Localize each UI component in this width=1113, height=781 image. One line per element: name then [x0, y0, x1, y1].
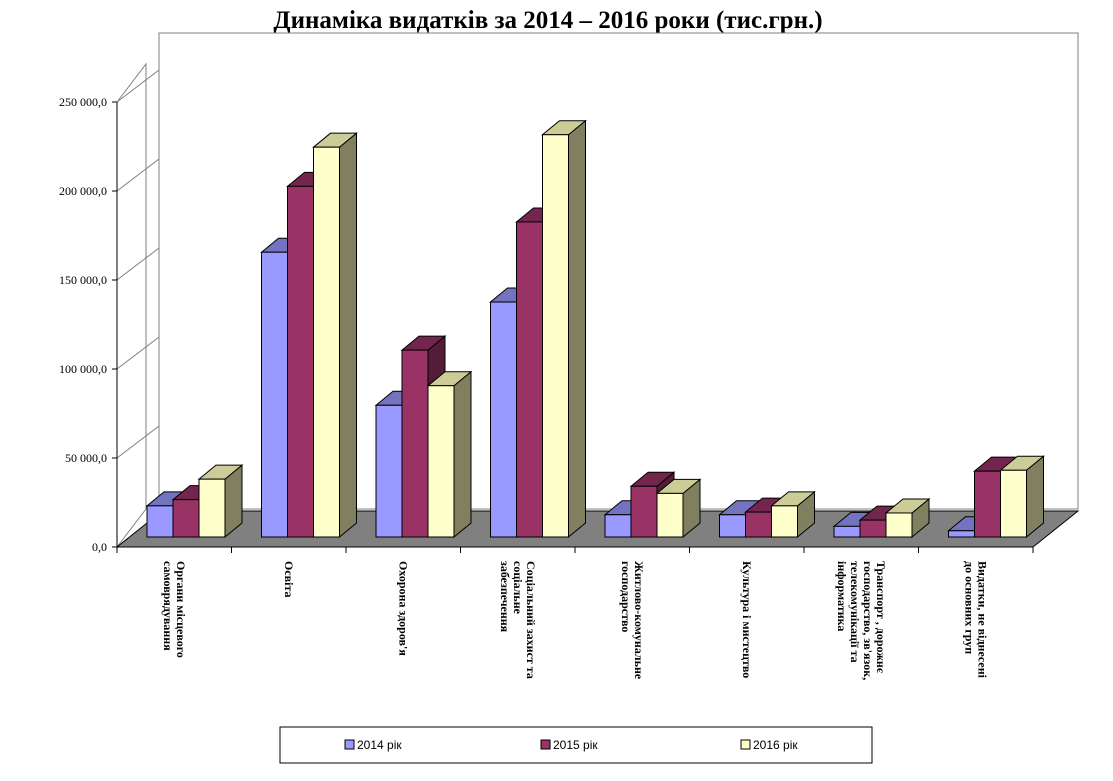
x-tick-label-line: соціальне [511, 561, 525, 615]
bar-front [375, 404, 403, 538]
bar [312, 132, 358, 539]
x-tick-label-line: господарство [619, 561, 633, 632]
legend-item: 2015 рік [540, 738, 598, 752]
bar-front [287, 185, 314, 538]
x-tick-label-line: Органи місцевого [174, 561, 188, 658]
x-tick-label: Культура і мистецтво [740, 561, 754, 678]
x-tick-label-line: Видатки, не віднесені [975, 561, 989, 679]
bar-front [313, 146, 340, 538]
y-axis: 0,0 50 000,0 100 000,0 150 000,0 200 000,0 25… [59, 95, 118, 554]
y-tick-label: 0,0 [92, 540, 107, 554]
x-tick-label: Освіта [282, 561, 296, 598]
bar-front [604, 514, 632, 538]
x-tick-label-line: телекомунікації та [848, 561, 862, 663]
y-tick-label: 150 000,0 [59, 273, 107, 287]
bar-front [948, 530, 975, 538]
bar [197, 464, 244, 539]
x-tick-label-line: самоврядування [161, 561, 175, 651]
legend-swatch [540, 739, 551, 750]
x-tick-label-line: Житлово-комунальне [632, 561, 646, 680]
x-tick-label-line: Транспорт , дорожнє [874, 561, 888, 674]
y-tick-label: 100 000,0 [59, 362, 107, 376]
bar-side [568, 119, 586, 539]
bar-front [198, 478, 226, 538]
x-tick-label-line: Соціальний захист та [524, 561, 538, 679]
bar-front [401, 349, 429, 538]
x-tick-label-line: до основних груп [962, 561, 976, 654]
bar-front [719, 514, 746, 538]
bar-side [339, 132, 357, 539]
chart-title: Динаміка видатків за 2014 – 2016 роки (т… [273, 7, 822, 34]
bar-front [516, 221, 543, 538]
y-tick-label: 250 000,0 [59, 95, 107, 109]
left-wall [116, 62, 147, 549]
bar [426, 370, 473, 539]
y-gridline [116, 336, 160, 370]
bar-front [542, 134, 569, 538]
bar-front [859, 519, 887, 538]
bar-front [833, 525, 861, 538]
bar-front [885, 512, 913, 538]
bar [884, 497, 931, 539]
y-gridline [116, 425, 160, 459]
bar-front [490, 301, 517, 538]
x-tick-label-line: забезпечення [498, 561, 512, 633]
y-tick-label: 200 000,0 [59, 184, 107, 198]
legend: 2014 рік 2015 рік 2016 рік [279, 726, 873, 764]
x-tick-label-line: Культура і мистецтво [740, 561, 754, 678]
bar-front [427, 385, 455, 538]
y-gridline [116, 69, 160, 103]
legend-item: 2014 рік [344, 738, 402, 752]
y-gridline [116, 247, 160, 281]
y-tick-label: 50 000,0 [65, 451, 107, 465]
y-gridline [116, 158, 160, 192]
bar [541, 119, 587, 539]
bar-front [974, 470, 1001, 538]
x-tick-label-line: інформатика [835, 561, 849, 631]
bar-front [656, 492, 684, 538]
bar-front [745, 511, 772, 538]
bar-front [172, 499, 200, 538]
legend-label: 2014 рік [357, 738, 402, 752]
legend-label: 2015 рік [553, 738, 598, 752]
bars [145, 119, 1045, 539]
bar-front [146, 505, 174, 538]
bar [770, 490, 816, 539]
x-tick-label-line: Охорона здоров'я [396, 561, 410, 656]
legend-label: 2016 рік [753, 738, 798, 752]
bar-front [1000, 469, 1027, 538]
legend-box [279, 726, 873, 764]
x-tick-label-line: Освіта [282, 561, 296, 598]
bar-front [630, 485, 658, 538]
bar [655, 478, 702, 539]
x-tick-label-line: господарство, зв'язок, [861, 561, 875, 680]
legend-item: 2016 рік [740, 738, 798, 752]
legend-swatch [344, 739, 355, 750]
bar-front [771, 505, 798, 538]
bar-front [261, 251, 288, 538]
y-gridlines [116, 69, 160, 548]
bar-side [453, 370, 472, 539]
bar [999, 455, 1045, 539]
legend-swatch [740, 739, 751, 750]
x-tick-label: Охорона здоров'я [396, 561, 410, 656]
x-tick-label: Соціальний захист тасоціальнезабезпеченн… [498, 561, 538, 679]
